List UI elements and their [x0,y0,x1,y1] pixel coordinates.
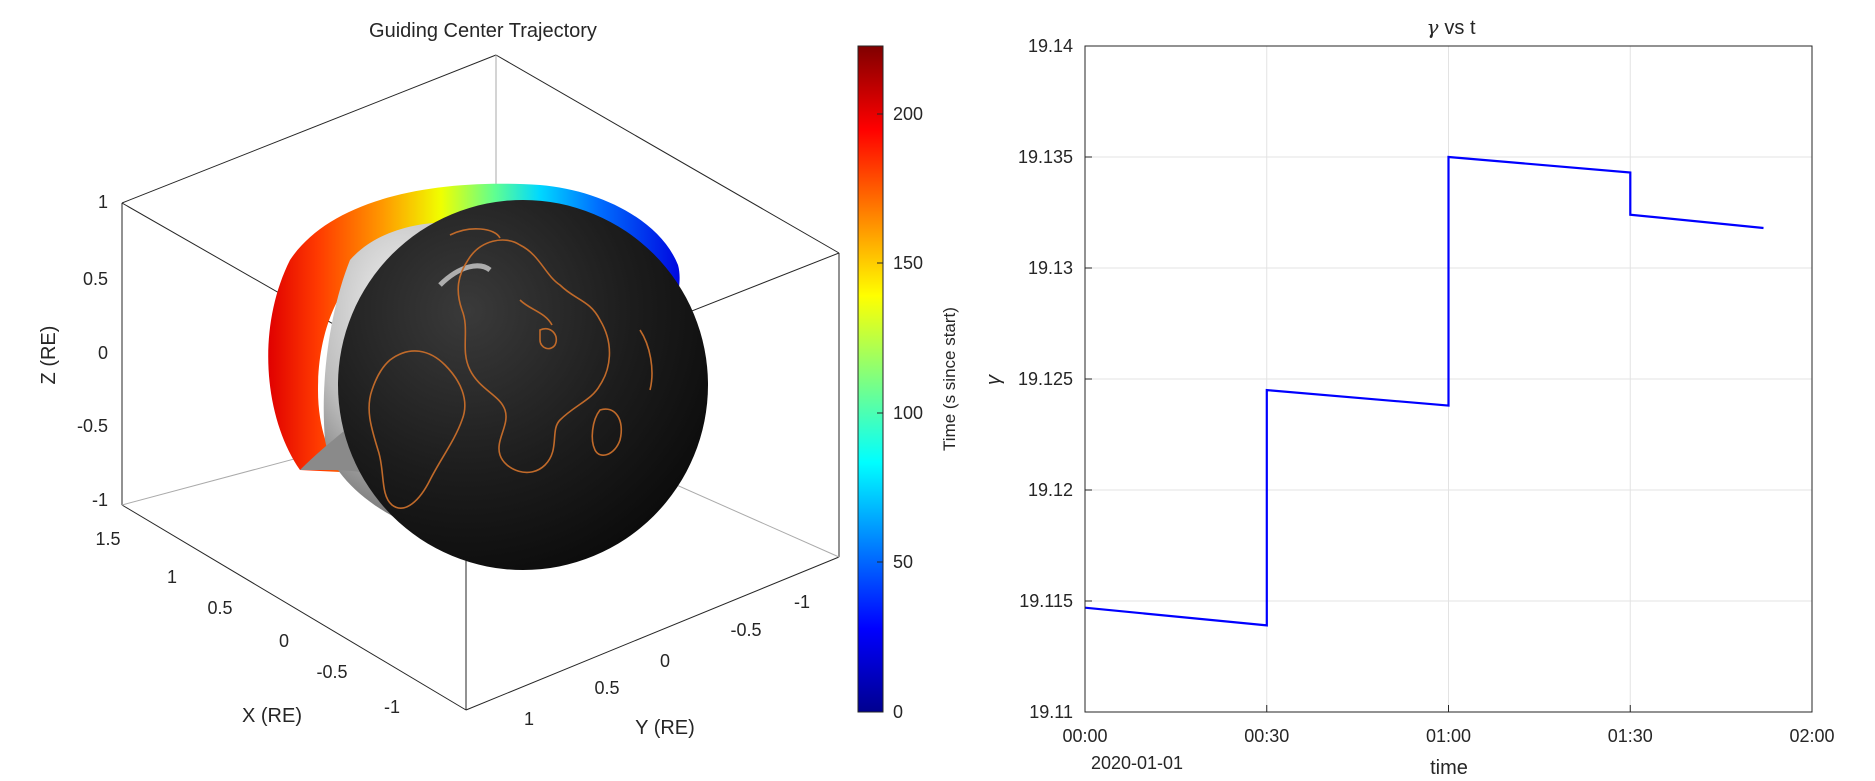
colorbar-ticks: 0 50 100 150 200 [877,104,923,722]
y-tick-label: 19.11 [1029,702,1073,722]
y-tick-label: 19.12 [1028,480,1073,500]
y-tick-label: 0.5 [594,678,619,698]
colorbar [857,45,884,713]
y-tick-label: 19.13 [1028,258,1073,278]
x-tick-label: 0 [279,631,289,651]
y-tick-label: 19.14 [1028,36,1073,56]
gamma-series-line [1084,155,1764,627]
x-tick-label: -0.5 [316,662,347,682]
x-tick-label: 00:00 [1062,726,1107,746]
z-tick-label: 0.5 [83,269,108,289]
earth-sphere [338,200,708,570]
y-tick-label: 19.125 [1018,369,1073,389]
plot2d: γ vs t 19.1119.11519.1219.12519.1319.1351… [983,15,1835,779]
y-tick-label: 19.135 [1018,147,1073,167]
colorbar-tick-label: 200 [893,104,923,124]
colorbar-tick-label: 50 [893,552,913,572]
x-tick-label: 01:30 [1608,726,1653,746]
y-tick-label: 19.115 [1019,591,1073,611]
x-tick-label: 01:00 [1426,726,1471,746]
colorbar-tick-label: 100 [893,403,923,423]
earth-highlight [438,263,492,287]
plot2d-title: γ vs t [1426,15,1476,39]
x-tick-label: 0.5 [207,598,232,618]
colorbar-label: Time (s since start) [940,307,959,451]
x-tick-label: 1 [167,567,177,587]
colorbar-tick-label: 0 [893,702,903,722]
x-tick-label: 00:30 [1244,726,1289,746]
z-axis-ticks: 1 0.5 0 -0.5 -1 [77,192,108,510]
y-tick-label: 0 [660,651,670,671]
plot2d-title-symbol: γ [1426,15,1438,39]
x-tick-label: 02:00 [1789,726,1834,746]
plot2d-title-text: vs t [1444,17,1476,39]
plot2d-series [1084,155,1764,627]
y-tick-label: -1 [794,592,810,612]
colorbar-tick-label: 150 [893,253,923,273]
z-tick-label: 1 [98,192,108,212]
y-tick-label: 1 [524,709,534,729]
plot2d-x-date-label: 2020-01-01 [1091,753,1183,773]
x-axis-ticks: 1.5 1 0.5 0 -0.5 -1 [95,529,400,717]
plot2d-y-axis-label: γ [983,374,1005,385]
y-tick-label: -0.5 [730,620,761,640]
x-tick-label: -1 [384,697,400,717]
z-tick-label: 0 [98,343,108,363]
z-tick-label: -0.5 [77,416,108,436]
plot3d: Guiding Center Trajectory [38,20,959,739]
x-tick-label: 1.5 [95,529,120,549]
z-tick-label: -1 [92,490,108,510]
earth-coastlines [368,228,653,509]
x-axis-label: X (RE) [242,705,302,727]
plot2d-x-axis-label: time [1430,757,1468,779]
z-axis-label: Z (RE) [38,326,60,385]
plot2d-x-ticks: 00:00 00:30 01:00 01:30 02:00 [1062,705,1835,746]
plot3d-title: Guiding Center Trajectory [369,20,597,42]
plot2d-y-ticks: 19.11 19.115 19.12 19.125 19.13 19.135 19.14 [1018,36,1092,722]
y-axis-ticks: 1 0.5 0 -0.5 -1 [524,592,810,729]
y-axis-label: Y (RE) [635,717,695,739]
